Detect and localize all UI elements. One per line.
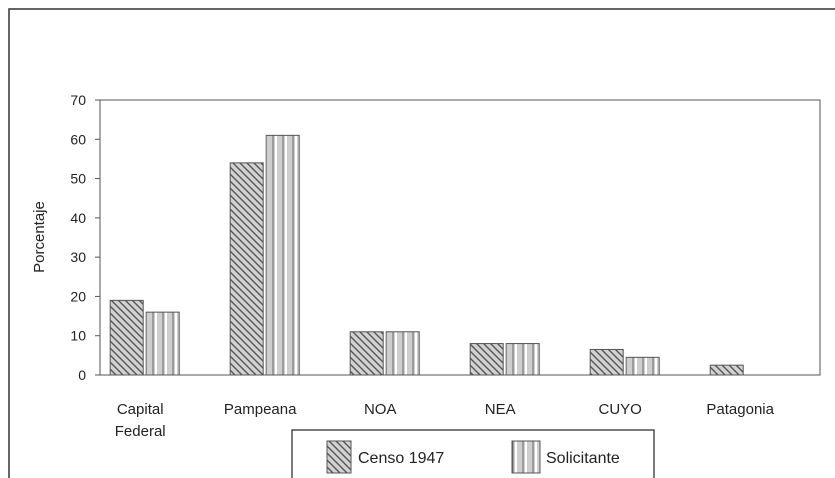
x-tick-label: NEA — [485, 401, 516, 418]
plot-area — [99, 99, 821, 376]
y-tick-label: 70 — [70, 92, 86, 108]
bar-censo — [469, 343, 504, 376]
y-tick-label: 50 — [70, 171, 86, 187]
bar-solicitante — [625, 356, 660, 376]
x-tick-label: NOA — [364, 401, 397, 418]
bar-solicitante — [385, 331, 420, 376]
x-tick-label: Patagonia — [706, 401, 774, 418]
bar-solicitante — [505, 343, 540, 376]
y-tick-label: 0 — [78, 367, 86, 383]
x-tick-label: Pampeana — [224, 401, 297, 418]
y-tick-label: 40 — [70, 210, 86, 226]
legend-swatch-solicitante — [511, 440, 541, 474]
bar-solicitante — [265, 134, 300, 376]
x-tick-label: Capital Federal — [115, 401, 166, 440]
bar-censo — [709, 364, 744, 376]
y-tick-label: 60 — [70, 131, 86, 147]
figure-border — [8, 8, 835, 478]
y-tick-label: 20 — [70, 288, 86, 304]
legend-swatch-censo — [326, 440, 352, 474]
bar-censo — [109, 299, 144, 376]
bars-group — [109, 134, 744, 376]
bar-solicitante — [145, 311, 180, 376]
legend-box — [291, 429, 655, 478]
legend-label-censo: Censo 1947 — [358, 450, 444, 467]
bar-censo — [229, 162, 264, 376]
bar-censo — [349, 331, 384, 376]
y-axis-title: Porcentaje — [31, 201, 48, 273]
bar-censo — [589, 348, 624, 376]
legend-label-solicitante: Solicitante — [546, 450, 620, 467]
y-tick-label: 30 — [70, 249, 86, 265]
x-axis-labels: Capital Federal Pampeana NOA NEA CUYO Patagoni… — [115, 401, 775, 440]
x-tick-label: CUYO — [599, 401, 642, 418]
y-axis: 0 10 20 30 40 50 60 70 — [70, 92, 100, 383]
legend: Censo 1947 Solicitante — [291, 429, 655, 478]
y-tick-label: 10 — [70, 328, 86, 344]
